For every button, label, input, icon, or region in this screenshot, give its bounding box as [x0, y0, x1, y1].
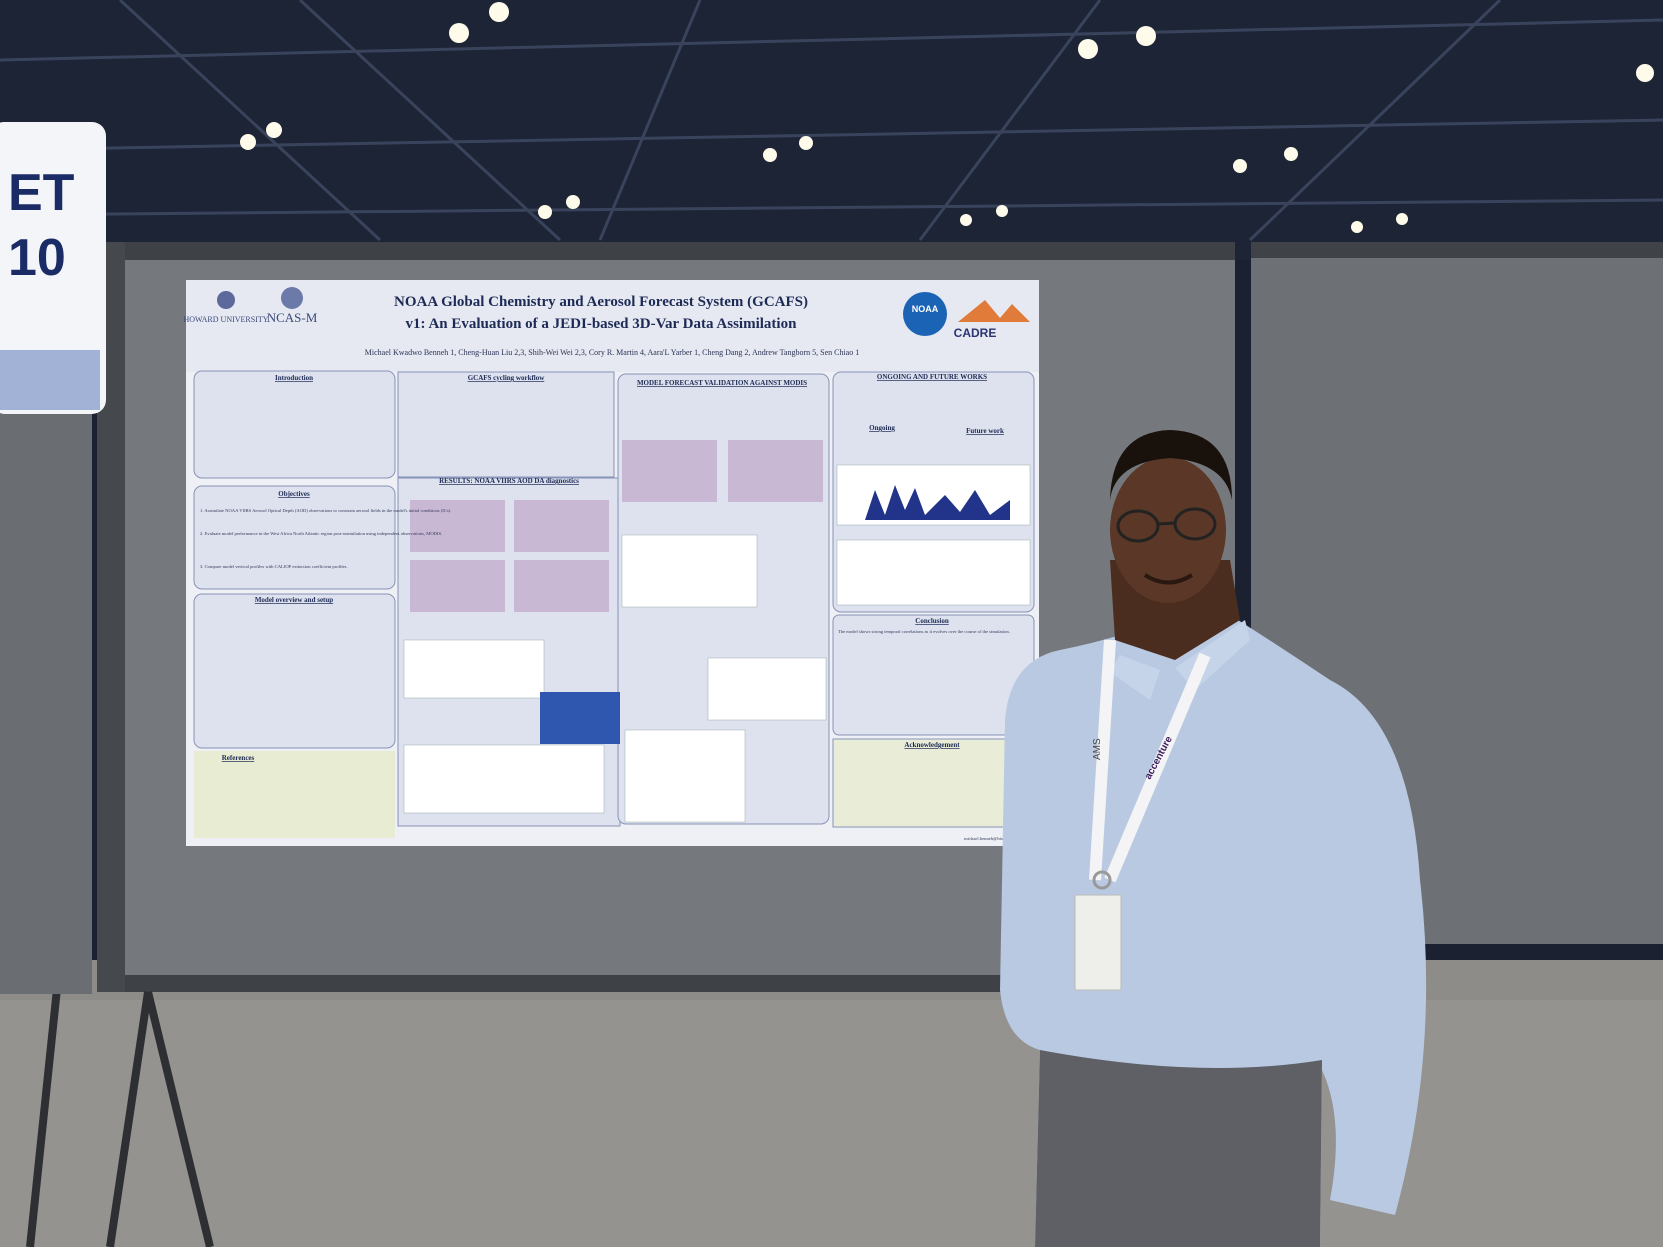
section-heading: Objectives — [278, 490, 310, 498]
poster-authors: Michael Kwadwo Benneh 1, Cheng-Huan Liu … — [365, 348, 859, 357]
section-heading: RESULTS: NOAA VIIRS AOD DA diagnostics — [439, 477, 579, 485]
lanyard-text: AMS — [1092, 738, 1103, 760]
section-heading: Ongoing — [869, 424, 895, 432]
email: michael.benneh@bison.howard.edu — [964, 836, 1031, 841]
section-heading: Future work — [966, 427, 1004, 435]
sign — [0, 122, 106, 414]
logo: CADRE — [954, 326, 997, 340]
person-trousers — [1035, 1050, 1322, 1247]
ceiling-lights — [240, 2, 1654, 233]
poster-title: NOAA Global Chemistry and Aerosol Foreca… — [394, 294, 808, 310]
sign-text: 10 — [8, 229, 66, 287]
lanyard — [1089, 639, 1211, 883]
poster-figures — [410, 440, 823, 612]
board-legs — [26, 959, 214, 1247]
sign-text: ET — [8, 164, 75, 222]
plot-shape — [865, 485, 1010, 520]
logo: NOAA — [912, 304, 939, 314]
conclusion-text: The model shows strong temporal correlat… — [838, 629, 1010, 634]
highlight-box — [540, 692, 620, 744]
section-heading: GCAFS cycling workflow — [468, 374, 546, 382]
logo: HOWARD UNIVERSITY — [183, 315, 268, 324]
sign-pattern — [0, 350, 100, 410]
section-heading: Conclusion — [915, 617, 949, 625]
section-heading: Introduction — [275, 374, 313, 382]
person-glasses — [1116, 507, 1217, 543]
poster-title: v1: An Evaluation of a JEDI-based 3D-Var… — [406, 316, 798, 332]
objective: 2. Evaluate model performance in the Wes… — [200, 531, 442, 537]
section-heading: Model overview and setup — [255, 596, 333, 604]
person-collar — [1110, 620, 1250, 700]
trusses — [0, 0, 1663, 242]
name-badge — [1074, 894, 1122, 991]
person-hair — [1110, 430, 1232, 500]
board-frame — [1251, 242, 1663, 258]
poster-header — [186, 280, 1039, 372]
poster-plots — [403, 464, 1031, 823]
section-heading: MODEL FORECAST VALIDATION AGAINST MODIS — [637, 379, 807, 387]
display-board — [0, 414, 92, 994]
cadre-logo — [958, 300, 1030, 322]
logo-icon — [281, 287, 303, 309]
person-smile — [1143, 573, 1194, 585]
logo-icon — [217, 291, 235, 309]
section-heading: References — [222, 754, 255, 762]
logo: NCAS-M — [267, 310, 318, 325]
board-frame — [97, 242, 1235, 260]
references-box — [194, 751, 395, 838]
objective: 3. Compare model vertical profiles with … — [200, 564, 348, 569]
section-heading: Acknowledgement — [904, 741, 960, 749]
person-face — [1110, 457, 1226, 603]
noaa-logo — [903, 292, 947, 336]
badge-clip — [1092, 870, 1112, 890]
section-heading: ONGOING AND FUTURE WORKS — [877, 373, 987, 381]
board-frame — [97, 975, 1235, 992]
objective: 1. Assimilate NOAA VIIRS Aerosol Optical… — [200, 508, 451, 513]
